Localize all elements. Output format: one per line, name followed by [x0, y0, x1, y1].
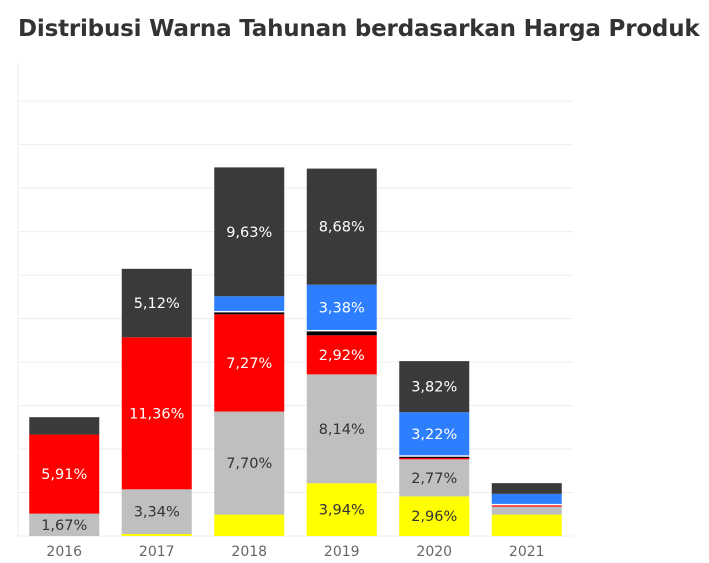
bar-segment — [399, 361, 470, 413]
bar-segment — [121, 533, 192, 536]
bar-segment — [214, 514, 285, 536]
data-label: 3,34% — [134, 505, 180, 521]
bar-segment — [491, 483, 562, 494]
data-label: 5,91% — [41, 467, 87, 483]
bar-segment — [491, 503, 562, 506]
bar-segment — [29, 513, 100, 536]
bar-segment — [399, 412, 470, 456]
data-label: 2,77% — [411, 471, 457, 487]
data-label: 8,68% — [319, 220, 365, 236]
bar-segment — [491, 506, 562, 515]
x-tick-label: 2016 — [46, 544, 82, 560]
x-tick-label: 2021 — [509, 544, 545, 560]
data-label: 1,67% — [41, 518, 87, 534]
bar-segment — [306, 284, 377, 330]
bar-segment — [306, 329, 377, 332]
data-label: 7,70% — [226, 456, 272, 472]
data-label: 11,36% — [129, 406, 184, 422]
bar-segment — [214, 296, 285, 311]
bar-segment — [491, 514, 562, 536]
data-label: 5,12% — [134, 296, 180, 312]
bar-segment — [399, 456, 470, 458]
bar-segment — [399, 496, 470, 536]
bar-segment — [214, 314, 285, 412]
bar-segment — [306, 335, 377, 375]
data-label: 3,22% — [411, 427, 457, 443]
bar-segment — [121, 337, 192, 490]
bar-segment — [214, 411, 285, 515]
x-tick-label: 2017 — [139, 544, 175, 560]
bar-segment — [491, 505, 562, 507]
bar-segment — [306, 483, 377, 536]
data-label: 2,92% — [319, 348, 365, 364]
data-label: 9,63% — [226, 225, 272, 241]
bar-segment — [121, 268, 192, 338]
data-label: 2,96% — [411, 509, 457, 525]
data-label: 3,38% — [319, 300, 365, 316]
bar-segment — [121, 489, 192, 534]
bar-segment — [214, 310, 285, 313]
data-label: 3,82% — [411, 380, 457, 396]
bar-segment — [306, 331, 377, 336]
data-label: 3,94% — [319, 503, 365, 519]
bar-segment — [399, 455, 470, 457]
bar-segment — [306, 374, 377, 484]
bar-segment — [306, 168, 377, 285]
chart-title: Distribusi Warna Tahunan berdasarkan Har… — [18, 16, 700, 42]
x-tick-label: 2019 — [324, 544, 360, 560]
data-label: 8,14% — [319, 422, 365, 438]
bar-segment — [29, 417, 100, 435]
bar-segment — [214, 167, 285, 297]
x-tick-label: 2018 — [231, 544, 267, 560]
data-label: 7,27% — [226, 356, 272, 372]
bar-segment — [214, 312, 285, 315]
bar-segment — [399, 457, 470, 460]
x-tick-label: 2020 — [416, 544, 452, 560]
bar-segment — [29, 434, 100, 514]
bar-segment — [399, 459, 470, 497]
bar-segment — [491, 493, 562, 504]
